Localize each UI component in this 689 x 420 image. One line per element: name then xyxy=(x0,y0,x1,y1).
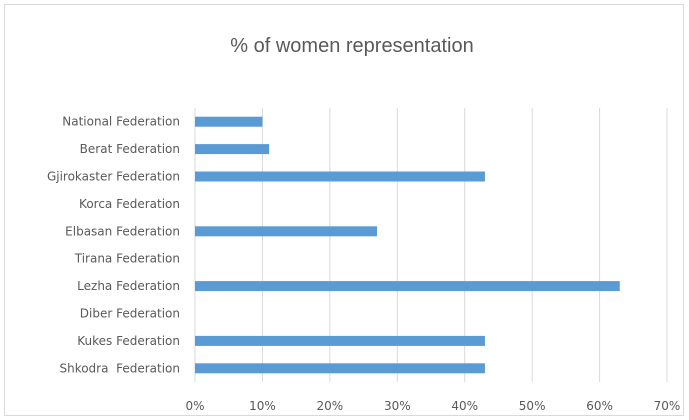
category-label: Korca Federation xyxy=(79,197,180,211)
category-label: Berat Federation xyxy=(80,142,180,156)
category-label: Gjirokaster Federation xyxy=(47,170,180,184)
category-label: Shkodra Federation xyxy=(59,361,180,375)
bars xyxy=(195,116,620,374)
category-label: Lezha Federation xyxy=(77,279,180,293)
bar xyxy=(195,171,485,182)
x-tick-label: 20% xyxy=(317,399,344,413)
category-label: Kukes Federation xyxy=(77,334,180,348)
x-tick-label: 70% xyxy=(654,399,681,413)
x-tick-label: 60% xyxy=(586,399,613,413)
x-tick-labels: 0% 10% 20% 30% 40% 50% 60% 70% xyxy=(185,399,680,413)
bar xyxy=(195,144,270,155)
chart-area xyxy=(4,4,684,416)
category-label: Tirana Federation xyxy=(74,252,180,266)
bar xyxy=(195,226,378,237)
x-tick-label: 40% xyxy=(451,399,478,413)
bar xyxy=(195,281,620,292)
category-labels: National Federation Berat Federation Gjiro… xyxy=(47,115,180,376)
bar xyxy=(195,335,485,346)
category-label: Diber Federation xyxy=(80,307,180,321)
x-tick-label: 50% xyxy=(519,399,546,413)
chart-title: % of women representation xyxy=(230,35,473,57)
bar xyxy=(195,363,485,374)
bar xyxy=(195,116,263,127)
x-tick-label: 10% xyxy=(249,399,276,413)
x-tick-label: 0% xyxy=(185,399,204,413)
category-label: Elbasan Federation xyxy=(65,224,180,238)
x-tick-label: 30% xyxy=(384,399,411,413)
category-label: National Federation xyxy=(62,115,180,129)
